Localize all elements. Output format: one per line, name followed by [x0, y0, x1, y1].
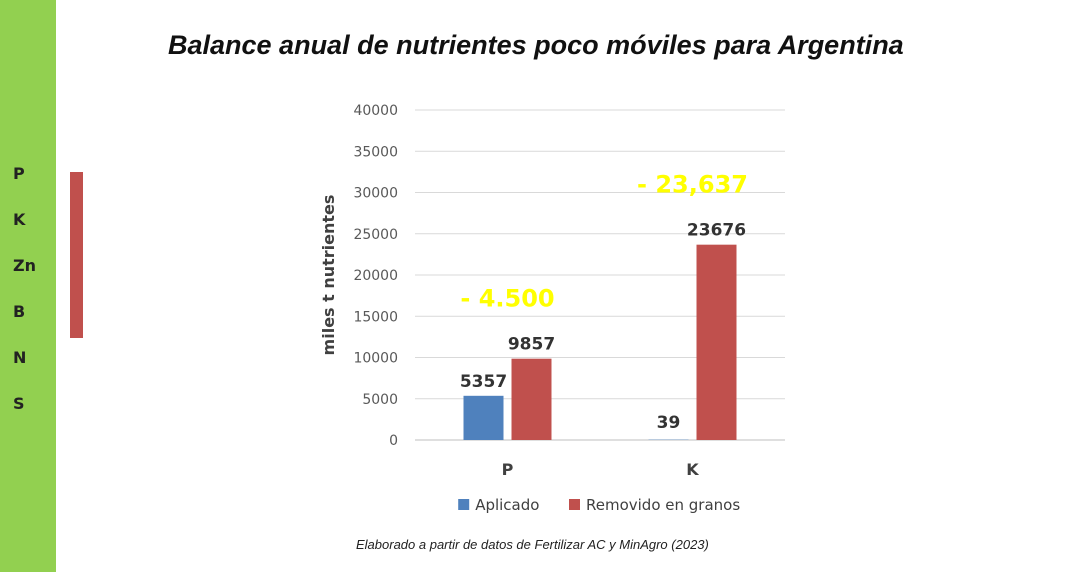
sidebar: P K Zn B N S	[0, 0, 56, 572]
nutrient-item-p: P	[13, 164, 25, 183]
chart-title: Balance anual de nutrientes poco móviles…	[168, 30, 904, 60]
active-marker	[70, 172, 83, 338]
bar-removido-en-granos-p	[511, 358, 552, 440]
legend-label: Removido en granos	[586, 496, 740, 514]
nutrient-item-k: K	[13, 210, 26, 229]
bar-aplicado-p	[463, 395, 504, 440]
x-tick-label: P	[502, 460, 514, 479]
y-tick-label: 30000	[353, 186, 398, 202]
nutrient-item-b: B	[13, 302, 26, 321]
balance-annotation-k: - 23,637	[637, 171, 748, 199]
data-label: 9857	[508, 335, 555, 355]
y-tick-label: 5000	[362, 392, 398, 408]
y-tick-label: 35000	[353, 144, 398, 160]
legend-swatch	[569, 499, 580, 510]
nutrient-list: P K Zn B N S	[0, 160, 56, 436]
y-tick-label: 40000	[353, 103, 398, 119]
y-axis-title: miles t nutrientes	[319, 195, 338, 356]
nutrient-item-n: N	[13, 348, 27, 367]
nutrient-item-s: S	[13, 394, 25, 413]
y-tick-label: 10000	[353, 351, 398, 367]
y-tick-label: 20000	[353, 268, 398, 284]
data-label: 39	[657, 413, 681, 433]
data-label: 5357	[460, 372, 507, 392]
x-tick-label: K	[686, 460, 699, 479]
data-label: 23676	[687, 221, 746, 241]
legend-swatch	[458, 499, 470, 510]
source-caption: Elaborado a partir de datos de Fertiliza…	[356, 537, 709, 552]
bar-removido-en-granos-k	[696, 244, 737, 440]
y-tick-label: 15000	[353, 309, 398, 325]
y-tick-label: 0	[389, 433, 398, 449]
nutrient-item-zn: Zn	[13, 256, 36, 275]
balance-annotation-p: - 4.500	[460, 285, 554, 313]
legend-label: Aplicado	[475, 496, 539, 514]
y-tick-label: 25000	[353, 227, 398, 243]
